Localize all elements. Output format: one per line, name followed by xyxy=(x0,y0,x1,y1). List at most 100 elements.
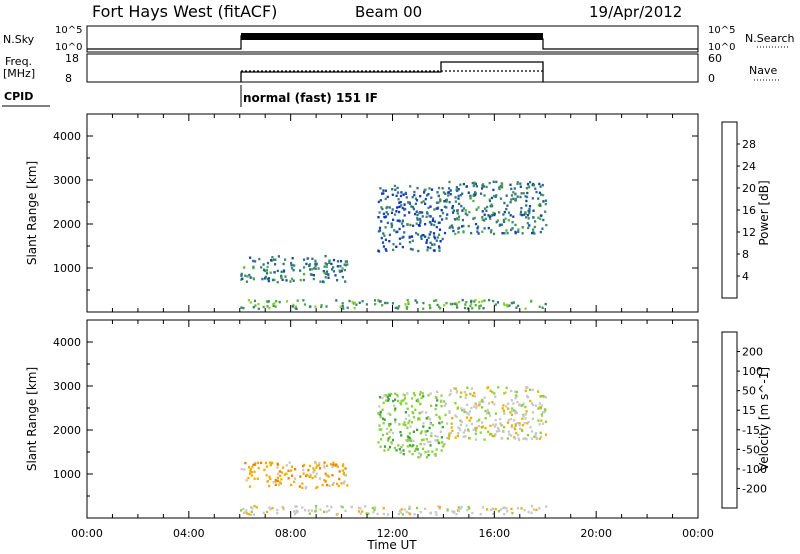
echo-cell xyxy=(472,184,475,188)
echo-cell xyxy=(542,218,545,222)
echo-cell xyxy=(315,466,318,469)
echo-cell xyxy=(458,427,461,430)
echo-cell xyxy=(257,302,260,306)
echo-cell xyxy=(435,239,438,242)
echo-cell xyxy=(490,432,493,436)
echo-cell xyxy=(312,471,315,474)
echo-cell xyxy=(537,197,540,200)
echo-cell xyxy=(494,303,497,306)
echo-cell xyxy=(365,303,368,306)
echo-cell xyxy=(346,263,349,266)
echo-cell xyxy=(457,197,460,200)
echo-cell xyxy=(540,394,543,398)
echo-cell xyxy=(377,249,380,252)
echo-cell xyxy=(274,258,277,261)
echo-cell xyxy=(462,435,465,438)
echo-cell xyxy=(428,304,431,307)
echo-cell xyxy=(269,477,272,481)
echo-cell xyxy=(441,211,445,215)
echo-cell xyxy=(462,224,465,228)
echo-cell xyxy=(412,207,415,211)
echo-cell xyxy=(449,189,452,192)
echo-cell xyxy=(314,259,317,262)
echo-cell xyxy=(538,507,541,510)
echo-cell xyxy=(411,405,414,408)
echo-cell xyxy=(257,307,260,310)
echo-cell xyxy=(495,430,498,433)
echo-cell xyxy=(435,299,438,302)
echo-cell xyxy=(377,441,380,444)
echo-cell xyxy=(476,230,479,233)
echo-cell xyxy=(516,507,520,510)
echo-cell xyxy=(325,272,328,276)
echo-cell xyxy=(443,200,446,203)
echo-cell xyxy=(422,200,425,203)
echo-cell xyxy=(410,439,413,443)
echo-cell xyxy=(384,248,387,251)
echo-cell xyxy=(334,274,337,277)
echo-cell xyxy=(381,408,384,411)
x-tick-label: 08:00 xyxy=(275,527,307,540)
echo-cell xyxy=(282,508,285,511)
echo-cell xyxy=(361,300,364,303)
echo-cell xyxy=(411,453,414,456)
echo-cell xyxy=(457,194,460,198)
echo-cell xyxy=(420,430,423,433)
echo-cell xyxy=(367,512,370,515)
echo-cell xyxy=(380,206,383,209)
echo-cell xyxy=(466,403,469,407)
echo-cell xyxy=(314,510,317,513)
echo-cell xyxy=(514,390,517,393)
echo-cell xyxy=(406,392,409,395)
echo-cell xyxy=(451,510,454,513)
echo-cell xyxy=(396,219,399,222)
echo-cell xyxy=(282,269,286,272)
echo-cell xyxy=(433,220,437,223)
echo-cell xyxy=(494,508,497,511)
echo-cell xyxy=(388,240,391,243)
nave-tick-top: 60 xyxy=(708,52,722,65)
echo-cell xyxy=(521,226,524,229)
echo-cell xyxy=(262,511,265,514)
echo-cell xyxy=(481,425,484,428)
echo-cell xyxy=(285,472,288,475)
echo-cell xyxy=(451,417,454,420)
echo-cell xyxy=(379,199,382,202)
echo-cell xyxy=(539,230,542,234)
echo-cell xyxy=(290,483,293,487)
echo-cell xyxy=(435,404,438,407)
echo-cell xyxy=(246,275,249,278)
echo-cell xyxy=(480,400,483,403)
echo-cell xyxy=(425,241,428,244)
echo-cell xyxy=(527,217,530,220)
echo-cell xyxy=(302,266,306,269)
echo-cell xyxy=(446,436,449,440)
velocity-panel: 1000 2000 3000 4000 Slant Range [km] -200 -1… xyxy=(25,319,771,519)
echo-cell xyxy=(451,206,454,210)
echo-cell xyxy=(439,198,442,201)
echo-cell xyxy=(432,217,435,220)
echo-cell xyxy=(463,306,467,310)
echo-cell xyxy=(530,430,534,433)
echo-cell xyxy=(466,213,469,217)
echo-cell xyxy=(381,207,384,211)
echo-cell xyxy=(457,231,460,234)
echo-cell xyxy=(511,221,514,224)
echo-cell xyxy=(434,511,437,514)
echo-cell xyxy=(454,436,457,439)
echo-cell xyxy=(255,506,258,509)
echo-cell xyxy=(506,421,510,424)
echo-cell xyxy=(413,190,416,194)
echo-cell xyxy=(308,264,311,268)
echo-cell xyxy=(474,428,478,431)
echo-cell xyxy=(455,217,459,220)
echo-cell xyxy=(544,202,547,206)
velocity-data-layer xyxy=(240,386,548,516)
echo-cell xyxy=(444,413,447,417)
echo-cell xyxy=(532,209,535,212)
echo-cell xyxy=(329,463,332,466)
echo-cell xyxy=(407,201,410,204)
echo-cell xyxy=(491,205,494,208)
echo-cell xyxy=(303,463,306,467)
echo-cell xyxy=(470,406,473,410)
